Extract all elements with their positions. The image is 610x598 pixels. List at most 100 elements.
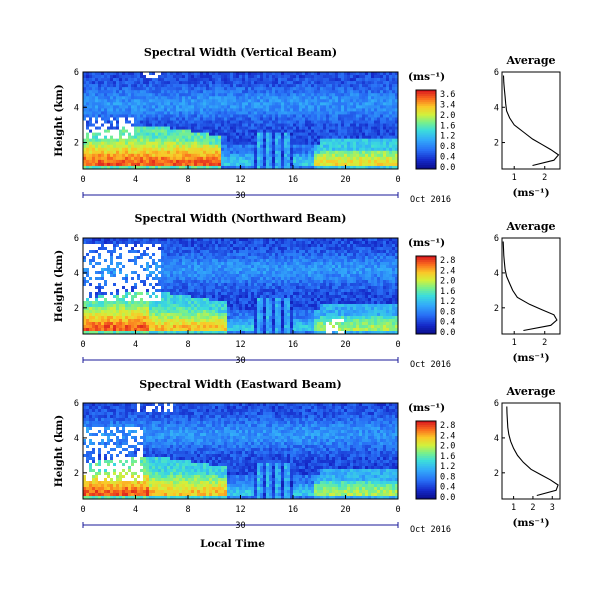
heatmap-cell [179, 153, 183, 158]
heatmap-cell [305, 111, 309, 115]
colorbar-swatch [416, 161, 436, 164]
heatmap-cell [326, 90, 330, 94]
heatmap-cell [392, 102, 396, 106]
heatmap-cell [161, 159, 165, 164]
heatmap-cell [101, 268, 105, 272]
heatmap-cell [134, 153, 138, 158]
heatmap-cell [281, 253, 285, 257]
heatmap-cell [239, 250, 243, 254]
heatmap-cell [95, 90, 99, 94]
heatmap-cell [182, 138, 186, 143]
heatmap-cell [230, 84, 234, 88]
heatmap-cell [269, 135, 273, 139]
heatmap-cell [176, 72, 180, 76]
heatmap-cell [200, 99, 204, 103]
heatmap-cell [236, 75, 240, 79]
heatmap-cell [128, 253, 132, 257]
heatmap-cell [161, 132, 165, 136]
heatmap-cell [182, 135, 186, 139]
heatmap-cell [161, 259, 165, 263]
heatmap-cell [209, 271, 213, 275]
heatmap-cell [227, 90, 231, 94]
heatmap-cell [308, 162, 312, 167]
heatmap-cell [299, 120, 303, 124]
heatmap-cell [122, 280, 126, 284]
heatmap-cell [311, 135, 315, 139]
heatmap-cell [161, 247, 165, 251]
heatmap-cell [95, 250, 99, 254]
heatmap-cell [95, 253, 99, 257]
heatmap-cell [155, 123, 159, 127]
heatmap-cell [236, 268, 240, 272]
heatmap-cell [338, 105, 342, 109]
heatmap-cell [347, 141, 351, 146]
heatmap-cell [200, 144, 204, 149]
heatmap-cell [356, 250, 360, 254]
heatmap-cell [116, 159, 120, 164]
heatmap-cell [371, 250, 375, 254]
heatmap-cell [395, 102, 399, 106]
heatmap-cell [332, 165, 336, 170]
heatmap-cell [119, 247, 123, 251]
heatmap-cell [170, 138, 174, 143]
heatmap-cell [152, 147, 156, 152]
heatmap-cell [308, 253, 312, 257]
heatmap-cell [341, 274, 345, 278]
heatmap-cell [305, 262, 309, 266]
heatmap-cell [113, 277, 117, 281]
heatmap-cell [344, 147, 348, 152]
heatmap-cell [326, 165, 330, 170]
heatmap-cell [293, 114, 297, 118]
heatmap-cell [164, 259, 168, 263]
heatmap-cell [395, 250, 399, 254]
heatmap-cell [155, 238, 159, 242]
heatmap-cell [212, 262, 216, 266]
heatmap-cell [164, 72, 168, 76]
heatmap-cell [176, 78, 180, 82]
heatmap-cell [191, 99, 195, 103]
heatmap-cell [284, 150, 288, 155]
heatmap-cell [326, 114, 330, 118]
heatmap-cell [377, 123, 381, 127]
heatmap-cell [353, 90, 357, 94]
heatmap-cell [89, 126, 93, 130]
heatmap-cell [380, 129, 384, 133]
heatmap-cell [257, 147, 261, 152]
heatmap-cell [269, 241, 273, 245]
heatmap-cell [125, 159, 129, 164]
heatmap-cell [350, 108, 354, 112]
heatmap-cell [311, 99, 315, 103]
heatmap-cell [149, 96, 153, 100]
heatmap-cell [287, 96, 291, 100]
heatmap-cell [140, 274, 144, 278]
heatmap-cell [290, 78, 294, 82]
heatmap-cell [125, 150, 129, 155]
heatmap-cell [296, 117, 300, 121]
heatmap-cell [104, 256, 108, 260]
heatmap-cell [293, 147, 297, 152]
heatmap-cell [200, 274, 204, 278]
heatmap-cell [302, 120, 306, 124]
heatmap-cell [131, 132, 135, 136]
heatmap-cell [329, 238, 333, 242]
heatmap-cell [236, 84, 240, 88]
heatmap-cell [317, 238, 321, 242]
heatmap-cell [152, 99, 156, 103]
heatmap-cell [296, 250, 300, 254]
heatmap-cell [257, 111, 261, 115]
heatmap-cell [389, 265, 393, 269]
heatmap-cell [296, 138, 300, 143]
heatmap-cell [362, 90, 366, 94]
heatmap-cell [377, 238, 381, 242]
heatmap-cell [161, 280, 165, 284]
heatmap-cell [209, 78, 213, 82]
heatmap-cell [83, 250, 87, 254]
heatmap-cell [125, 277, 129, 281]
heatmap-cell [233, 114, 237, 118]
heatmap-cell [104, 72, 108, 76]
heatmap-cell [146, 87, 150, 91]
heatmap-cell [269, 105, 273, 109]
heatmap-cell [149, 84, 153, 88]
heatmap-cell [260, 265, 264, 269]
heatmap-cell [92, 120, 96, 124]
